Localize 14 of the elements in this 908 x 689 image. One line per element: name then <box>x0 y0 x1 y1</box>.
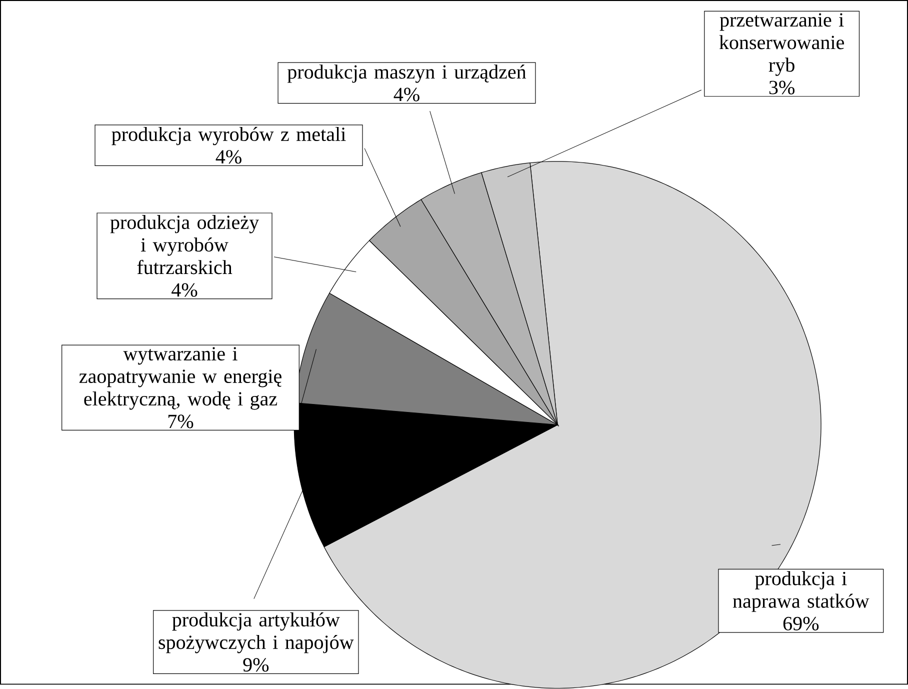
slice-label: produkcja wyrobów z metali <box>112 127 346 146</box>
data-label: 7% <box>168 414 194 428</box>
data-label: 3% <box>769 80 794 95</box>
slice-label: produkcja maszyn i urządzeń <box>287 64 526 84</box>
slice-label: wytwarzanie i zaopatrywanie w energię elektryczną, wodę i gaz <box>79 347 282 410</box>
data-label: 4% <box>216 150 242 164</box>
slice-label: produkcja odzieży i wyrobów futrzarskich <box>110 215 260 274</box>
data-label: 4% <box>394 88 420 102</box>
slice-label: produkcja i naprawa statków <box>732 571 870 612</box>
data-label: 4% <box>172 283 198 298</box>
slice-label: przetwarzanie i konserwowanie ryb <box>719 13 844 76</box>
data-label: 69% <box>783 617 819 631</box>
data-label: 9% <box>243 658 269 672</box>
slice-label: produkcja artykułów spożywczych i napojów <box>158 612 354 654</box>
